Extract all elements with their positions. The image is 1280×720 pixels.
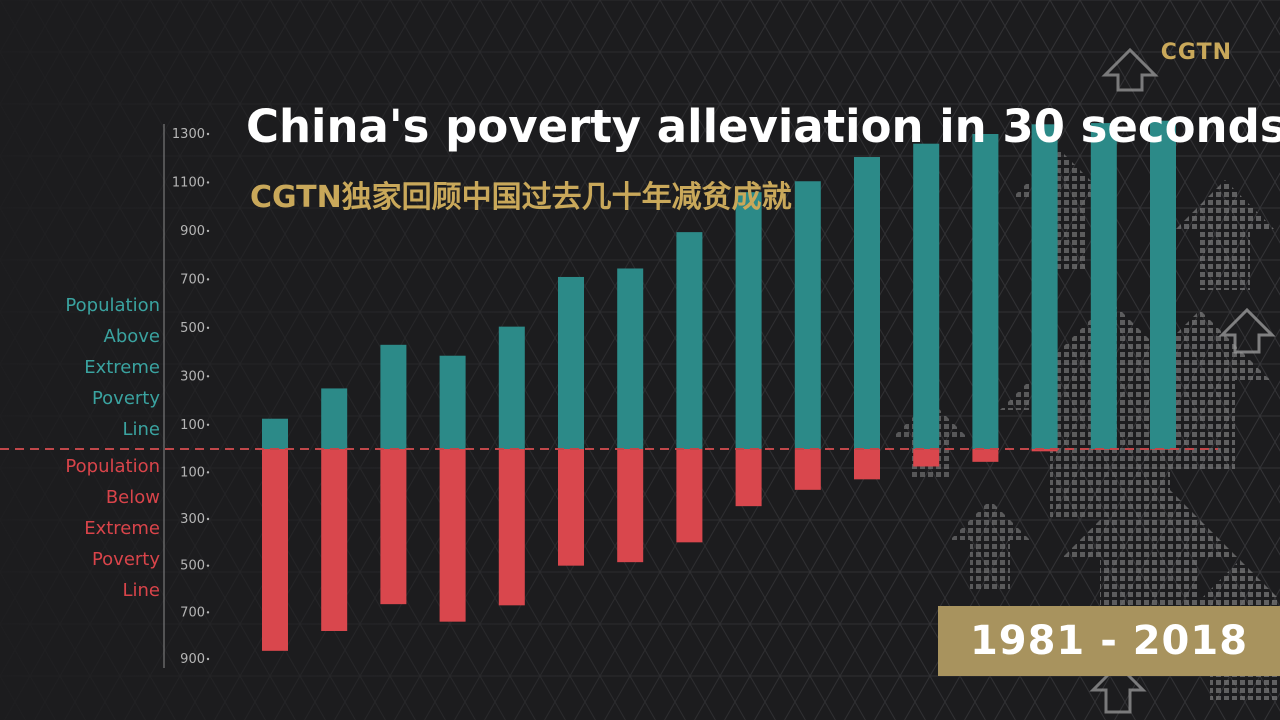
bar-above [972,134,999,449]
bar-below [558,449,584,566]
y-tick-label: 500 [180,559,205,574]
y-tick-mark [206,423,210,426]
y-tick-label: 1300 [172,127,205,142]
bar-above [1031,124,1058,450]
bar-above [262,418,288,449]
bar-below [735,449,762,507]
bar-above [439,355,466,449]
bar-above [1090,123,1117,449]
y-tick-mark [206,517,210,521]
y-tick-mark [206,326,210,330]
y-tick-mark [206,657,210,661]
y-ticks-below: 100 300 500 700 900 [180,465,210,667]
bar-below [794,449,821,490]
y-tick-label: 300 [180,512,205,527]
y-tick-label: 1100 [172,175,205,190]
y-tick-label: 900 [180,652,205,667]
y-ticks-above: 100 300 500 700 900 1100 1300 [172,127,210,433]
y-tick-label: 500 [180,321,205,336]
bar-below [262,449,288,651]
y-tick-mark [206,611,210,614]
y-tick-label: 100 [180,465,205,480]
bar-below [498,449,525,606]
label-line: Line [122,580,160,601]
label-line: Above [103,326,160,347]
page-subtitle: CGTN独家回顾中国过去几十年减贫成就 [250,180,792,215]
label-line: Poverty [91,388,160,409]
bar-above [794,181,821,449]
bar-above [498,326,525,449]
y-tick-mark [206,471,210,474]
year-range-badge: 1981 - 2018 [938,606,1280,676]
bar-above [321,388,348,449]
cgtn-logo: CGTN [1160,40,1232,65]
label-line: Below [105,487,160,508]
bar-above [913,143,940,449]
label-line: Extreme [84,357,160,378]
bar-above [735,192,762,449]
label-line: Population [65,456,160,477]
bar-above [380,344,407,449]
bar-below [321,449,348,631]
y-tick-label: 700 [180,605,205,620]
label-line: Line [122,419,160,440]
y-tick-mark [206,229,210,233]
bar-above [676,232,703,449]
y-tick-mark [206,278,210,281]
y-tick-label: 100 [180,418,205,433]
label-above-poverty-line: Population Above Extreme Poverty Line [0,290,160,445]
bar-below [854,449,880,480]
bar-below [676,449,703,543]
label-line: Population [65,295,160,316]
bar-below [380,449,407,605]
bars-above-series [262,120,1176,450]
label-line: Poverty [91,549,160,570]
label-below-poverty-line: Population Below Extreme Poverty Line [0,451,160,606]
y-tick-label: 700 [180,272,205,287]
label-line: Extreme [84,518,160,539]
y-tick-mark [206,375,210,378]
bar-below [972,449,999,462]
bar-above [558,276,584,449]
bar-above [1150,120,1176,449]
bar-above [854,157,880,449]
bar-below [617,449,644,563]
y-tick-mark [206,132,210,136]
bar-above [617,268,644,449]
page-title: China's poverty alleviation in 30 second… [246,100,1280,153]
y-tick-label: 300 [180,369,205,384]
y-tick-mark [206,564,210,567]
bar-below [913,449,940,467]
y-tick-mark [206,181,210,184]
y-tick-label: 900 [180,224,205,239]
bar-below [1031,449,1058,452]
bars-below-series [262,449,1176,651]
bar-below [439,449,466,622]
